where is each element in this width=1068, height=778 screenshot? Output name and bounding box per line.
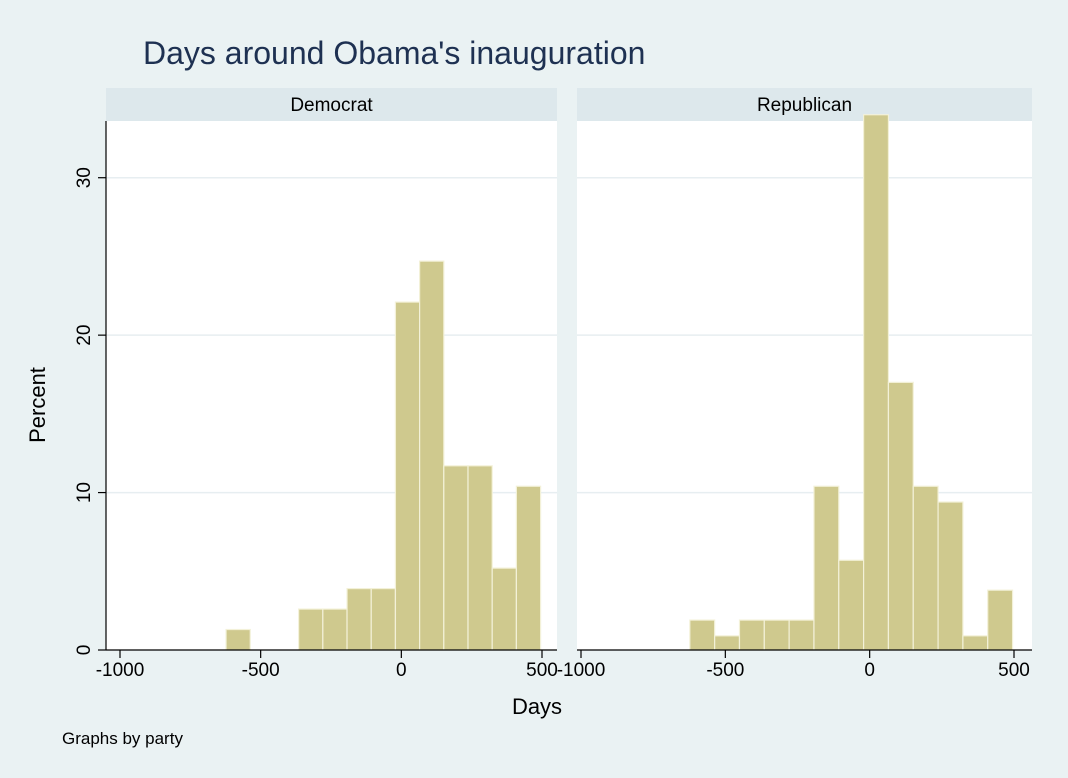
x-tick-label: -500 bbox=[706, 660, 744, 681]
plot-area bbox=[577, 121, 1032, 650]
y-tick-label: 0 bbox=[74, 645, 95, 656]
x-tick-label: -1000 bbox=[557, 660, 606, 681]
panel-strip bbox=[577, 88, 1032, 121]
histogram-bar bbox=[515, 485, 542, 651]
histogram-bar bbox=[467, 465, 493, 651]
x-tick-label: 0 bbox=[864, 660, 875, 681]
histogram-bar bbox=[738, 619, 765, 651]
histogram-bar bbox=[813, 485, 840, 651]
histogram-bar bbox=[912, 485, 939, 651]
histogram-bar bbox=[346, 588, 372, 651]
panel-republican: Republican -1000 -500 0 500 bbox=[557, 88, 1032, 681]
histogram-bar bbox=[937, 501, 964, 651]
panel-democrat: Democrat -1000 -500 0 500 0 10 20 30 bbox=[74, 88, 558, 681]
histogram-bar bbox=[225, 628, 251, 651]
histogram-bar bbox=[987, 589, 1014, 651]
histogram-bar bbox=[491, 567, 517, 651]
histogram-bar bbox=[863, 114, 890, 651]
histogram-bar bbox=[714, 635, 741, 651]
chart-panels: Democrat -1000 -500 0 500 0 10 20 30 Republican -1… bbox=[74, 88, 1032, 681]
x-tick-label: -500 bbox=[242, 660, 280, 681]
histogram-bar bbox=[962, 635, 989, 651]
y-tick-label: 10 bbox=[74, 482, 95, 503]
panel-strip bbox=[106, 88, 557, 121]
histogram-bar bbox=[443, 465, 469, 651]
histogram-bar bbox=[689, 619, 716, 651]
histogram-bar bbox=[887, 381, 914, 651]
x-tick-label: -1000 bbox=[96, 660, 145, 681]
graphs-by-note: Graphs by party bbox=[62, 729, 183, 748]
y-axis-label: Percent bbox=[25, 367, 50, 443]
x-tick-label: 0 bbox=[396, 660, 407, 681]
histogram-bar bbox=[322, 608, 348, 651]
histogram-bar bbox=[838, 559, 865, 651]
panel-title: Republican bbox=[757, 95, 852, 116]
y-tick-label: 20 bbox=[74, 325, 95, 346]
x-tick-label: 500 bbox=[526, 660, 558, 681]
histogram-bar bbox=[298, 608, 324, 651]
panel-title: Democrat bbox=[290, 95, 373, 116]
histogram-bar bbox=[370, 588, 397, 651]
y-tick-label: 30 bbox=[74, 167, 95, 188]
histogram-bar bbox=[788, 619, 815, 651]
histogram-bar bbox=[763, 619, 790, 651]
histogram-bar bbox=[394, 301, 421, 651]
x-axis-label: Days bbox=[512, 694, 562, 719]
chart-title: Days around Obama's inauguration bbox=[143, 35, 645, 71]
x-tick-label: 500 bbox=[998, 660, 1030, 681]
histogram-bar bbox=[419, 260, 445, 651]
